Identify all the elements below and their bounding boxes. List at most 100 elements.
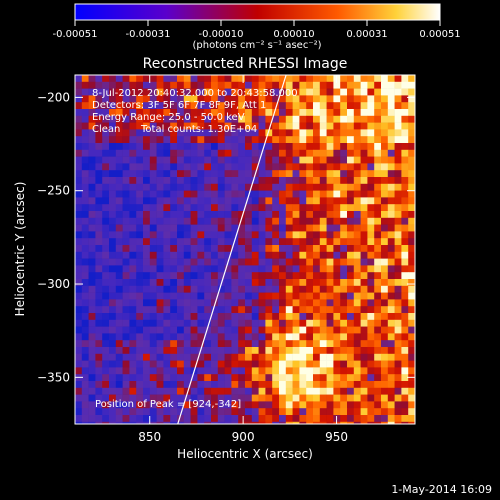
- heatmap-cell: [279, 333, 287, 341]
- heatmap-cell: [129, 170, 137, 178]
- heatmap-cell: [347, 88, 355, 96]
- heatmap-cell: [401, 211, 409, 219]
- heatmap-cell: [163, 292, 171, 300]
- heatmap-cell: [95, 190, 103, 198]
- heatmap-cell: [115, 102, 123, 110]
- heatmap-cell: [95, 238, 103, 246]
- heatmap-cell: [306, 367, 314, 375]
- heatmap-cell: [360, 347, 368, 355]
- heatmap-cell: [170, 163, 178, 171]
- heatmap-cell: [333, 163, 341, 171]
- heatmap-cell: [340, 115, 348, 123]
- heatmap-cell: [340, 129, 348, 137]
- heatmap-cell: [109, 217, 117, 225]
- heatmap-cell: [279, 279, 287, 287]
- heatmap-cell: [231, 163, 239, 171]
- heatmap-cell: [251, 394, 259, 402]
- heatmap-cell: [163, 333, 171, 341]
- heatmap-cell: [129, 272, 137, 280]
- heatmap-cell: [231, 292, 239, 300]
- heatmap-cell: [88, 408, 96, 416]
- heatmap-cell: [183, 279, 191, 287]
- heatmap-cell: [231, 272, 239, 280]
- heatmap-cell: [306, 224, 314, 232]
- heatmap-cell: [408, 238, 415, 246]
- heatmap-cell: [143, 326, 151, 334]
- heatmap-cell: [258, 258, 266, 266]
- heatmap-cell: [109, 204, 117, 212]
- heatmap-cell: [211, 394, 219, 402]
- heatmap-cell: [347, 374, 355, 382]
- heatmap-cell: [387, 421, 395, 424]
- heatmap-cell: [170, 415, 178, 423]
- heatmap-cell: [102, 177, 110, 185]
- heatmap-cell: [231, 421, 239, 424]
- heatmap-cell: [143, 333, 151, 341]
- plot-frame: [74, 74, 416, 425]
- heatmap-cell: [211, 183, 219, 191]
- heatmap-cell: [231, 245, 239, 253]
- heatmap-cell: [265, 217, 273, 225]
- heatmap-cell: [217, 401, 225, 409]
- heatmap-cell: [313, 258, 321, 266]
- heatmap-cell: [204, 353, 212, 361]
- heatmap-cell: [95, 251, 103, 259]
- heatmap-cell: [115, 251, 123, 259]
- heatmap-cell: [285, 156, 293, 164]
- heatmap-cell: [217, 251, 225, 259]
- heatmap-cell: [394, 102, 402, 110]
- heatmap-cell: [326, 299, 334, 307]
- heatmap-cell: [360, 421, 368, 424]
- heatmap-cell: [156, 347, 164, 355]
- heatmap-cell: [231, 136, 239, 144]
- heatmap-cell: [347, 313, 355, 321]
- x-tick-label: 850: [138, 430, 161, 444]
- heatmap-cell: [115, 360, 123, 368]
- heatmap-cell: [279, 319, 287, 327]
- heatmap-cell: [122, 81, 130, 89]
- heatmap-cell: [156, 313, 164, 321]
- heatmap-cell: [122, 163, 130, 171]
- heatmap-cell: [136, 170, 144, 178]
- heatmap-cell: [197, 408, 205, 416]
- heatmap-cell: [122, 347, 130, 355]
- heatmap-cell: [136, 306, 144, 314]
- heatmap-cell: [285, 109, 293, 117]
- heatmap-cell: [272, 353, 280, 361]
- heatmap-cell: [143, 149, 151, 157]
- heatmap-cell: [81, 115, 89, 123]
- heatmap-cell: [279, 156, 287, 164]
- heatmap-cell: [265, 122, 273, 130]
- heatmap-cell: [313, 129, 321, 137]
- heatmap-cell: [258, 183, 266, 191]
- heatmap-cell: [204, 217, 212, 225]
- heatmap-cell: [387, 279, 395, 287]
- heatmap-cell: [299, 340, 307, 348]
- heatmap-cell: [204, 285, 212, 293]
- heatmap-cell: [326, 81, 334, 89]
- heatmap-cell: [115, 211, 123, 219]
- heatmap-cell: [149, 367, 157, 375]
- heatmap-cell: [136, 149, 144, 157]
- heatmap-cell: [319, 360, 327, 368]
- heatmap-cell: [149, 197, 157, 205]
- heatmap-cell: [122, 408, 130, 416]
- heatmap-cell: [129, 81, 137, 89]
- heatmap-cell: [326, 421, 334, 424]
- heatmap-cell: [285, 136, 293, 144]
- heatmap-cell: [374, 88, 382, 96]
- heatmap-cell: [306, 360, 314, 368]
- heatmap-cell: [217, 129, 225, 137]
- heatmap-cell: [340, 292, 348, 300]
- heatmap-cell: [224, 245, 232, 253]
- heatmap-cell: [326, 183, 334, 191]
- heatmap-cell: [149, 401, 157, 409]
- heatmap-cell: [340, 279, 348, 287]
- heatmap-cell: [347, 381, 355, 389]
- heatmap-cell: [319, 143, 327, 151]
- heatmap-cell: [75, 421, 83, 424]
- heatmap-cell: [81, 340, 89, 348]
- heatmap-cell: [81, 149, 89, 157]
- heatmap-cell: [347, 156, 355, 164]
- heatmap-cell: [292, 258, 300, 266]
